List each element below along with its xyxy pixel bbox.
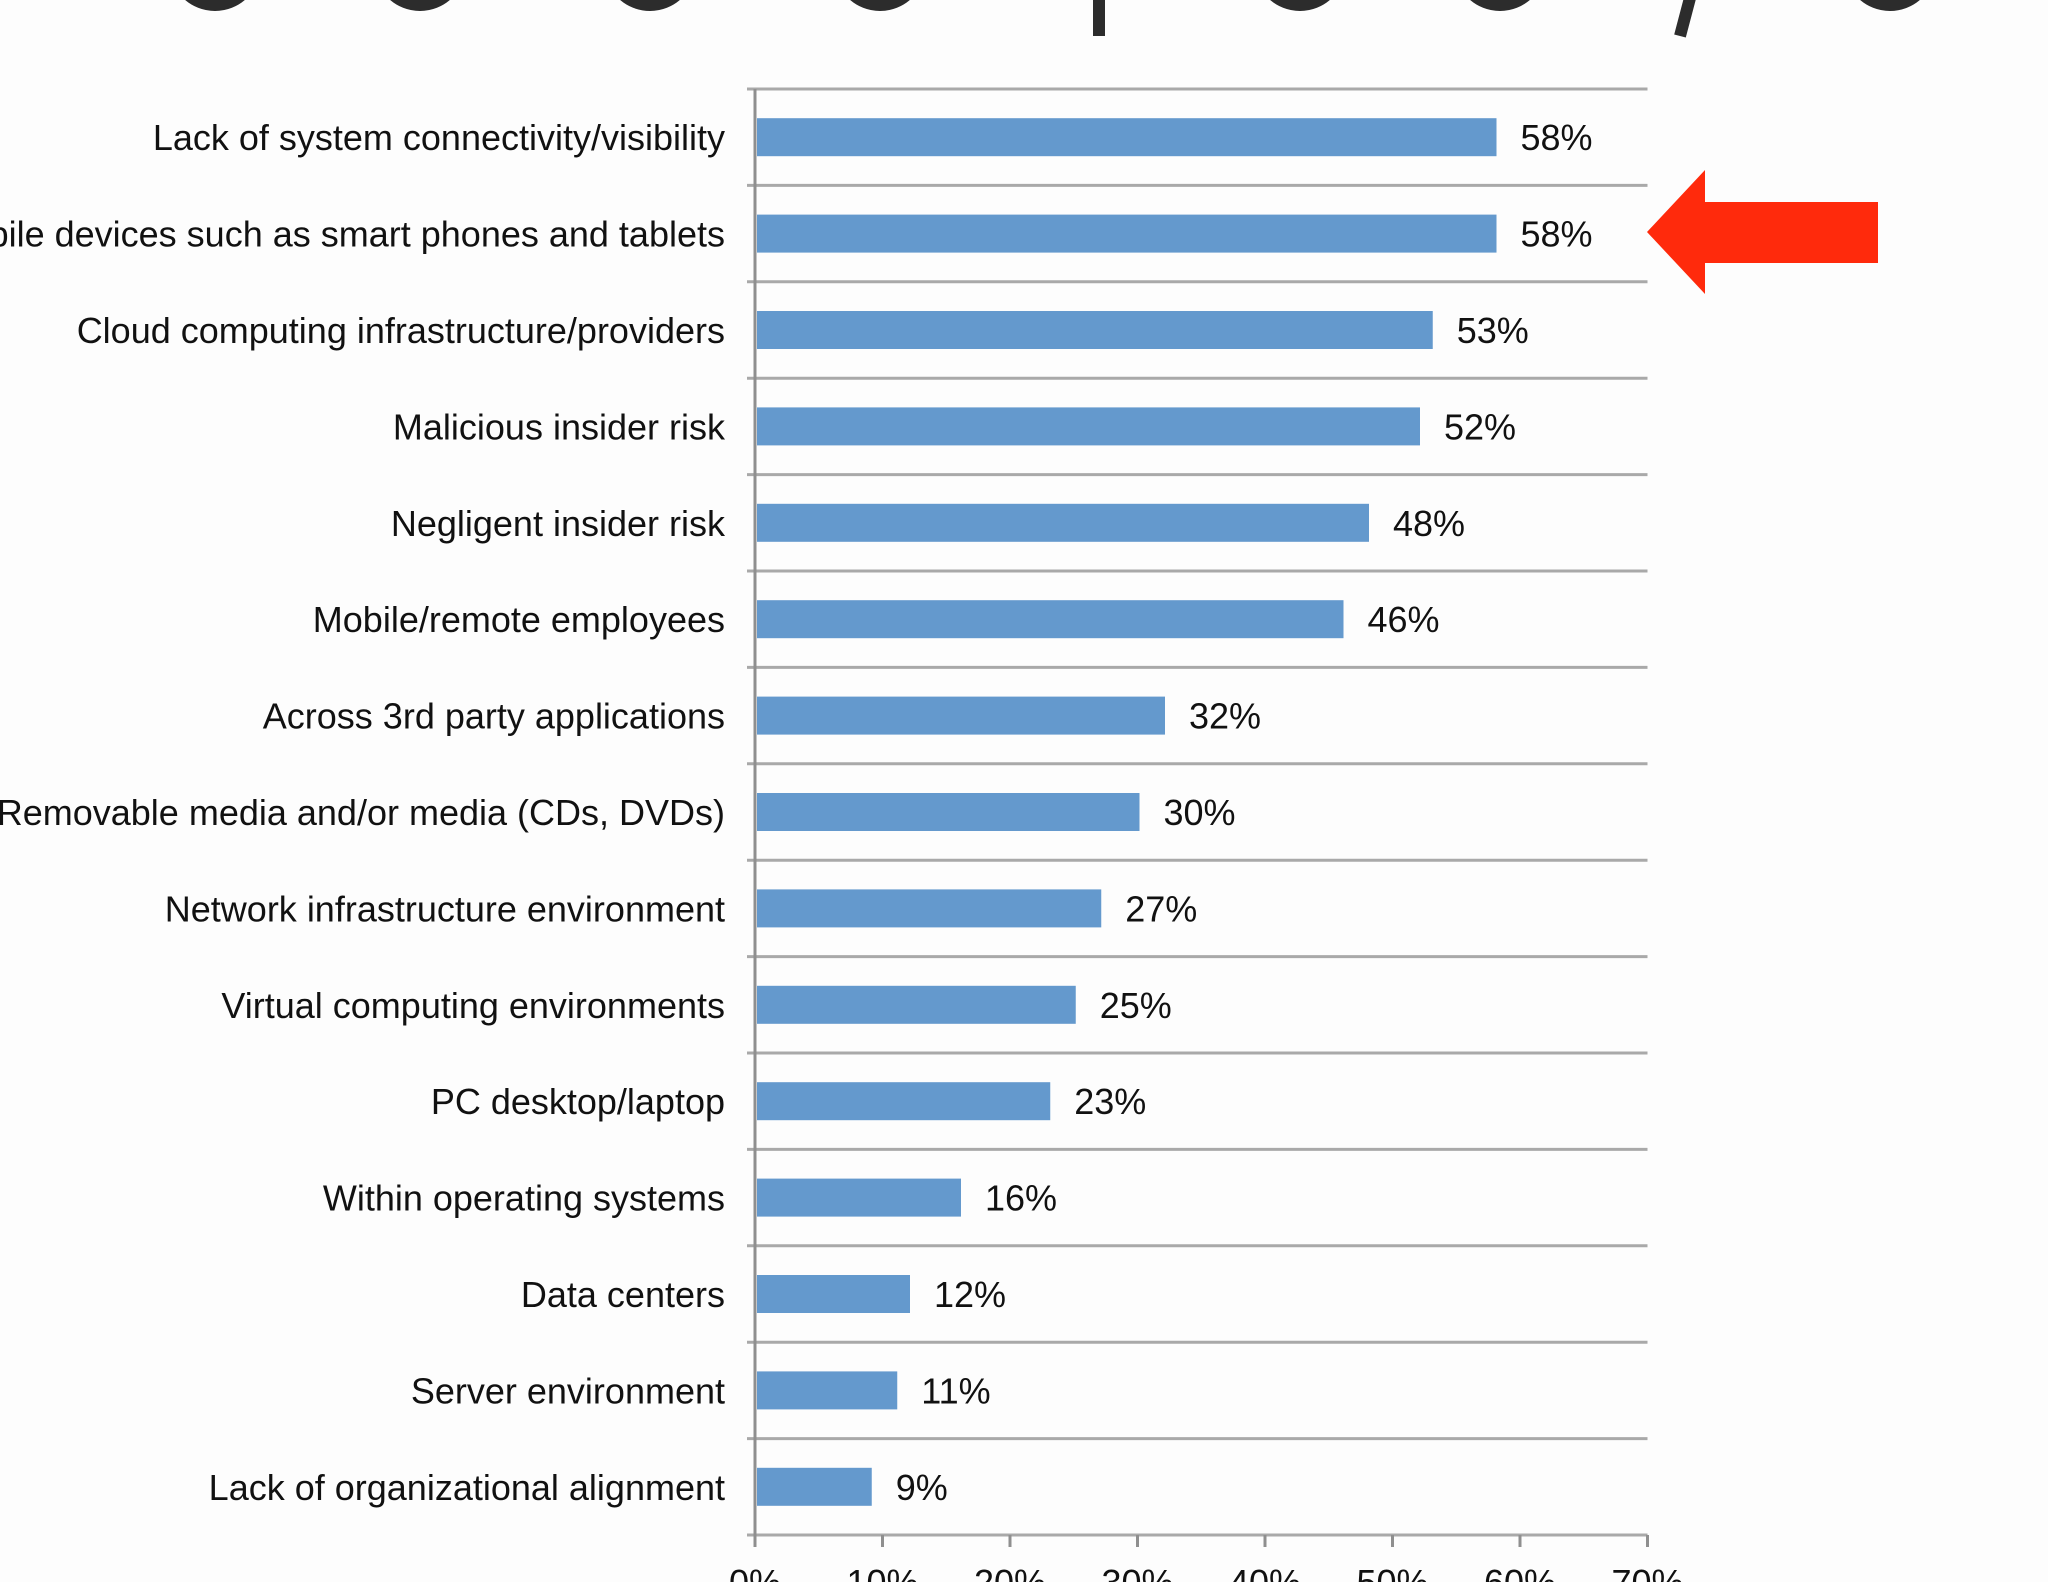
bar	[757, 1178, 961, 1217]
value-label: 11%	[921, 1370, 990, 1411]
bar	[757, 407, 1420, 446]
category-label: Mobile/remote employees	[313, 599, 725, 640]
category-label: Lack of system connectivity/visibility	[153, 117, 725, 158]
bar	[757, 214, 1497, 253]
bars	[757, 118, 1497, 1506]
title-fragment	[185, 0, 1920, 38]
bar	[757, 1371, 898, 1410]
category-label: Across 3rd party applications	[263, 696, 725, 737]
value-label: 46%	[1368, 599, 1440, 640]
bar	[757, 503, 1369, 542]
bar	[757, 1082, 1051, 1121]
category-label: Network infrastructure environment	[165, 888, 725, 929]
category-labels: Lack of system connectivity/visibility Mo…	[0, 117, 726, 1508]
category-label: Malicious insider risk	[393, 406, 726, 447]
value-label: 9%	[896, 1467, 948, 1508]
value-label: 58%	[1521, 214, 1593, 255]
bar	[757, 311, 1433, 349]
value-label: 58%	[1521, 117, 1593, 158]
axes	[753, 89, 1649, 1547]
value-label: 16%	[985, 1178, 1057, 1219]
x-tick-label: 0%	[729, 1562, 781, 1582]
x-tick-label: 20%	[974, 1562, 1046, 1582]
x-tick-label: 50%	[1356, 1562, 1428, 1582]
bar	[757, 1467, 872, 1506]
x-tick-label: 40%	[1229, 1562, 1301, 1582]
value-labels: 58% 58% 53% 52% 48% 46% 32% 30% 27% 25% 23% 16% 12% 1…	[896, 117, 1593, 1508]
category-label: Data centers	[521, 1274, 725, 1315]
bar	[757, 118, 1497, 157]
x-tick-label: 30%	[1101, 1562, 1173, 1582]
bar	[757, 1275, 910, 1313]
bar	[757, 889, 1102, 928]
value-label: 32%	[1189, 696, 1261, 737]
arrow-left-icon	[1647, 170, 1878, 294]
value-label: 27%	[1125, 888, 1197, 929]
x-tick-label: 60%	[1484, 1562, 1556, 1582]
value-label: 53%	[1457, 310, 1529, 351]
value-label: 52%	[1444, 406, 1516, 447]
category-label: PC desktop/laptop	[431, 1081, 725, 1122]
value-label: 48%	[1393, 503, 1465, 544]
bar	[757, 600, 1344, 639]
category-label: Within operating systems	[323, 1178, 725, 1219]
category-label: Lack of organizational alignment	[209, 1467, 725, 1508]
gridlines	[747, 87, 1648, 1537]
category-label: Virtual computing environments	[221, 985, 725, 1026]
category-label: Negligent insider risk	[391, 503, 726, 544]
category-label: Server environment	[411, 1370, 725, 1411]
x-tick-labels: 0% 10% 20% 30% 40% 50% 60% 70%	[729, 1562, 1684, 1582]
category-label: Removable media and/or media (CDs, DVDs)	[0, 792, 725, 833]
x-tick-label: 10%	[846, 1562, 918, 1582]
x-tick-label: 70%	[1611, 1562, 1683, 1582]
value-label: 12%	[934, 1274, 1006, 1315]
category-label: Cloud computing infrastructure/providers	[77, 310, 725, 351]
bar	[757, 985, 1076, 1024]
value-label: 23%	[1074, 1081, 1146, 1122]
category-label: Mobile devices such as smart phones and …	[0, 214, 725, 255]
bar	[757, 793, 1140, 831]
value-label: 25%	[1100, 985, 1172, 1026]
value-label: 30%	[1164, 792, 1236, 833]
bar	[757, 696, 1165, 735]
